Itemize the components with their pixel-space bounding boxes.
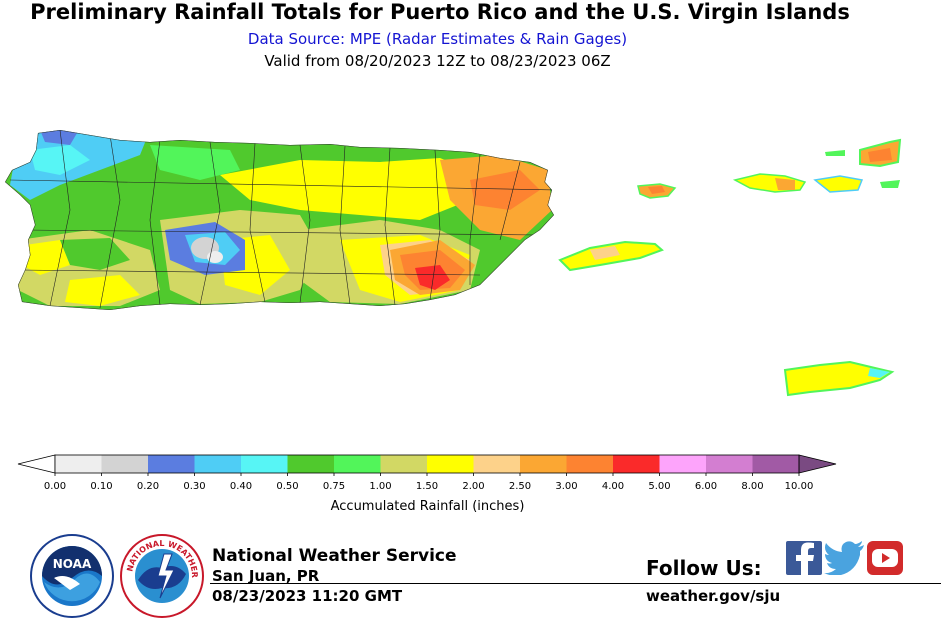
colorbar-tick-label: 0.20: [137, 481, 159, 492]
colorbar-cell: [194, 455, 242, 473]
rainfall-map: [5, 130, 902, 397]
colorbar-tick-label: 0.40: [230, 481, 252, 492]
colorbar-cell: [752, 455, 800, 473]
colorbar-tick-label: 0.10: [90, 481, 112, 492]
colorbar-high-extension: [798, 454, 837, 474]
colorbar-cell: [427, 455, 474, 473]
map-title: Preliminary Rainfall Totals for Puerto R…: [30, 0, 850, 24]
colorbar-cell: [101, 455, 149, 473]
st-croix-rainfall: [783, 360, 895, 397]
youtube-icon[interactable]: [867, 541, 903, 575]
colorbar-tick-label: 8.00: [741, 481, 763, 492]
rainfall-colorbar: 0.00 0.10 0.20 0.30 0.40 0.50 0.75 1.00 1.50 2.00…: [17, 454, 837, 492]
colorbar-cell: [566, 455, 614, 473]
colorbar-cell: [659, 455, 707, 473]
colorbar-tick-label: 6.00: [695, 481, 717, 492]
twitter-icon[interactable]: [824, 541, 866, 575]
colorbar-tick-label: 2.50: [509, 481, 531, 492]
colorbar-tick-label: 1.50: [416, 481, 438, 492]
colorbar-tick-label: 1.00: [369, 481, 391, 492]
colorbar-label: Accumulated Rainfall (inches): [330, 499, 525, 514]
colorbar-low-extension: [17, 454, 56, 474]
colorbar-tick-label: 4.00: [602, 481, 624, 492]
noaa-logo: NOAA: [30, 534, 114, 618]
colorbar-tick-label: 10.00: [785, 481, 814, 492]
colorbar-tick-label: 0.50: [276, 481, 298, 492]
colorbar-tick-label: 3.00: [555, 481, 577, 492]
data-source-subtitle: Data Source: MPE (Radar Estimates & Rain…: [247, 30, 628, 48]
colorbar-cell: [287, 455, 335, 473]
colorbar-tick-label: 0.00: [44, 481, 66, 492]
colorbar-cell: [380, 455, 428, 473]
valid-period: Valid from 08/20/2023 12Z to 08/23/2023 …: [264, 52, 611, 70]
follow-us-label: Follow Us:: [646, 556, 762, 580]
vieques-rainfall: [558, 240, 664, 272]
issue-timestamp: 08/23/2023 11:20 GMT: [212, 587, 403, 605]
facebook-icon[interactable]: [786, 541, 822, 575]
colorbar-tick-label: 0.75: [323, 481, 345, 492]
bvi-rainfall: [825, 138, 902, 188]
nws-logo: NATIONAL WEATHER SERVICE: [120, 534, 204, 618]
website-link[interactable]: weather.gov/sju: [646, 587, 781, 605]
colorbar-tick-label: 5.00: [648, 481, 670, 492]
colorbar-cell: [334, 455, 381, 473]
colorbar-cell: [520, 455, 567, 473]
colorbar-cell: [473, 455, 521, 473]
colorbar-cell: [613, 455, 660, 473]
culebra-rainfall: [637, 183, 677, 199]
colorbar-cell: [148, 455, 195, 473]
colorbar-tick-label: 2.00: [462, 481, 484, 492]
puerto-rico-rainfall: [5, 130, 554, 310]
colorbar-cell: [706, 455, 753, 473]
colorbar-cell: [55, 455, 102, 473]
colorbar-cell: [241, 455, 288, 473]
colorbar-tick-label: 0.30: [183, 481, 205, 492]
organization-name: National Weather Service: [212, 546, 457, 566]
office-name: San Juan, PR: [212, 567, 320, 585]
noaa-logo-text: NOAA: [53, 557, 92, 571]
footer-divider: [210, 583, 941, 584]
st-thomas-st-john-rainfall: [732, 173, 864, 193]
